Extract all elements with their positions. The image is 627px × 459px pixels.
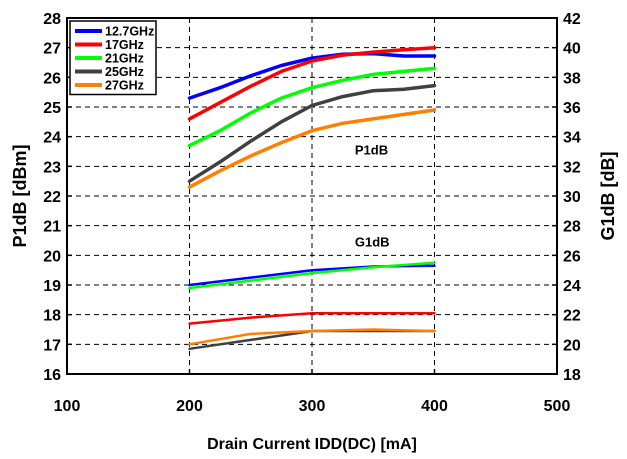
series-line-p1db-25GHz: [187, 83, 437, 183]
series-lines: [187, 45, 437, 351]
x-tick-label: 200: [176, 398, 203, 415]
annotations: P1dB G1dB: [355, 142, 390, 249]
annotation-label: P1dB: [355, 142, 388, 157]
y-axis-right-title: G1dB [dB]: [598, 152, 618, 241]
x-tick-label: 500: [544, 398, 571, 415]
legend-label: 17GHz: [105, 38, 144, 52]
x-axis-title: Drain Current IDD(DC) [mA]: [207, 436, 417, 453]
legend-label: 27GHz: [105, 79, 144, 93]
y-left-tick-label: 24: [43, 130, 61, 147]
y-right-tick-label: 36: [563, 100, 581, 117]
y-right-tick-label: 26: [563, 248, 581, 265]
ticks: [66, 17, 558, 375]
x-tick-label: 400: [421, 398, 448, 415]
y-right-tick-label: 20: [563, 337, 581, 354]
series-line-p1db-12.7GHz: [187, 51, 437, 100]
legend-label: 21GHz: [105, 52, 144, 66]
series-line-g1db-17GHz: [188, 311, 436, 325]
y-left-tick-label: 23: [43, 159, 61, 176]
x-tick-label: 100: [54, 398, 81, 415]
y-left-tick-label: 26: [43, 70, 61, 87]
grid: [67, 18, 557, 374]
y-left-tick-label: 19: [43, 278, 61, 295]
series-line-p1db-27GHz: [187, 108, 437, 189]
series-line-g1db-21GHz: [188, 261, 436, 290]
x-tick-label: 300: [299, 398, 326, 415]
y-left-tick-label: 17: [43, 337, 61, 354]
y-right-tick-label: 18: [563, 367, 581, 384]
y-left-tick-label: 27: [43, 41, 61, 58]
y-axis-left-title: P1dB [dBm]: [10, 145, 30, 248]
legend-label: 25GHz: [105, 65, 144, 79]
y-right-tick-label: 28: [563, 219, 581, 236]
y-right-tick-label: 40: [563, 41, 581, 58]
y-left-tick-label: 28: [43, 11, 61, 28]
y-left-tick-label: 18: [43, 308, 61, 325]
annotation-label: G1dB: [355, 234, 390, 249]
y-right-tick-label: 30: [563, 189, 581, 206]
y-left-tick-label: 16: [43, 367, 61, 384]
y-right-tick-label: 32: [563, 159, 581, 176]
y-right-tick-label: 42: [563, 11, 581, 28]
y-right-tick-label: 22: [563, 308, 581, 325]
y-left-tick-label: 21: [43, 219, 61, 236]
series-line-g1db-27GHz: [188, 328, 436, 346]
y-right-tick-label: 24: [563, 278, 581, 295]
series-line-p1db-17GHz: [187, 45, 437, 121]
y-left-tick-label: 22: [43, 189, 61, 206]
y-left-tick-label: 20: [43, 248, 61, 265]
legend-label: 12.7GHz: [105, 25, 154, 39]
y-right-tick-label: 38: [563, 70, 581, 87]
tick-labels: 100 200 300 400 500 16 17 18 19 20 21 22 23 24 25 26 27 2…: [43, 11, 581, 415]
y-left-tick-label: 25: [43, 100, 61, 117]
y-right-tick-label: 34: [563, 130, 581, 147]
series-line-p1db-21GHz: [187, 66, 437, 148]
